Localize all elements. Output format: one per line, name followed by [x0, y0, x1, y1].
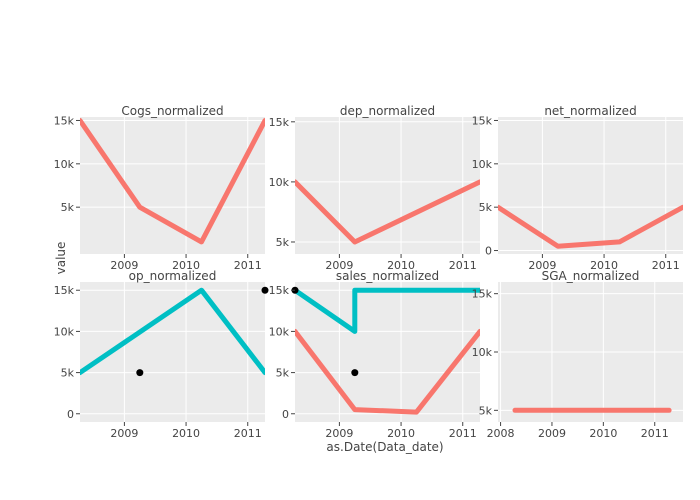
y-tick-label: 5k: [61, 367, 75, 380]
x-tick-label: 2008: [487, 427, 515, 440]
panel-marks: [498, 204, 683, 249]
panel-title: op_normalized: [129, 269, 217, 283]
x-tick-label: 2009: [110, 259, 138, 272]
panel-marks: [80, 287, 265, 376]
panel-title: dep_normalized: [340, 104, 435, 118]
y-tick-label: 15k: [54, 284, 75, 297]
y-tick-label: 15k: [269, 116, 290, 129]
panel-4: sales_normalized 0 5k 10k 15k 2009 2010 2011: [269, 269, 480, 440]
panel-marks: [295, 287, 480, 415]
x-tick-label: 2010: [387, 427, 415, 440]
panel-background: [80, 117, 265, 254]
series-line: [498, 204, 683, 249]
x-tick-label: 2011: [641, 427, 669, 440]
y-tick-label: 10k: [269, 325, 290, 338]
panel-marks: [80, 118, 265, 245]
x-tick-label: 2009: [325, 259, 353, 272]
series-line: [295, 328, 480, 415]
panel-3: op_normalized 0 5k 10k 15k 2009 2010 2011: [54, 269, 269, 440]
series-line: [295, 287, 480, 334]
panel-marks: [295, 179, 480, 245]
x-tick-label: 2011: [449, 259, 477, 272]
panel-1: dep_normalized 5k 10k 15k 2009 2010 2011: [269, 104, 480, 272]
x-tick-label: 2009: [528, 259, 556, 272]
y-tick-label: 0: [67, 408, 74, 421]
x-tick-label: 2011: [234, 259, 262, 272]
panel-title: Cogs_normalized: [121, 104, 223, 118]
y-tick-label: 5k: [61, 201, 75, 214]
series-line: [80, 118, 265, 245]
y-tick-label: 10k: [54, 158, 75, 171]
y-tick-label: 15k: [472, 288, 493, 301]
y-tick-label: 10k: [269, 176, 290, 189]
y-axis-title: value: [54, 242, 68, 275]
x-tick-label: 2010: [589, 427, 617, 440]
panel-title: SGA_normalized: [542, 269, 640, 283]
panel-5: SGA_normalized 5k 10k 15k 2008 2009 2010 2011: [472, 269, 683, 440]
y-tick-label: 15k: [269, 284, 290, 297]
panel-title: sales_normalized: [336, 269, 439, 283]
x-tick-label: 2009: [110, 427, 138, 440]
x-tick-label: 2011: [652, 259, 680, 272]
x-tick-label: 2010: [387, 259, 415, 272]
y-tick-label: 15k: [54, 114, 75, 127]
x-tick-label: 2009: [538, 427, 566, 440]
y-tick-label: 10k: [472, 158, 493, 171]
panel-background: [295, 282, 480, 422]
series-line: [80, 287, 265, 376]
y-tick-label: 5k: [479, 201, 493, 214]
x-tick-label: 2010: [590, 259, 618, 272]
x-tick-label: 2011: [449, 427, 477, 440]
data-point: [261, 286, 269, 294]
y-tick-label: 10k: [472, 346, 493, 359]
y-tick-label: 0: [282, 408, 289, 421]
panel-background: [295, 117, 480, 254]
x-tick-label: 2009: [325, 427, 353, 440]
y-tick-label: 0: [485, 245, 492, 258]
panel-title: net_normalized: [544, 104, 636, 118]
data-point: [351, 369, 359, 377]
y-tick-label: 5k: [276, 367, 290, 380]
y-tick-label: 5k: [479, 404, 493, 417]
y-tick-label: 5k: [276, 236, 290, 249]
series-line: [295, 179, 480, 245]
x-tick-label: 2010: [172, 427, 200, 440]
panel-grid: [295, 117, 480, 254]
panel-background: [498, 117, 683, 254]
panel-grid: [498, 117, 683, 254]
x-tick-label: 2010: [172, 259, 200, 272]
panel-0: Cogs_normalized 5k 10k 15k 2009 2010 2011: [54, 104, 265, 272]
panel-2: net_normalized 0 5k 10k 15k 2009 2010 2011: [472, 104, 683, 272]
x-tick-label: 2011: [234, 427, 262, 440]
y-tick-label: 10k: [54, 325, 75, 338]
y-tick-label: 15k: [472, 114, 493, 127]
x-axis-title: as.Date(Data_date): [326, 440, 443, 454]
data-point: [136, 369, 144, 377]
